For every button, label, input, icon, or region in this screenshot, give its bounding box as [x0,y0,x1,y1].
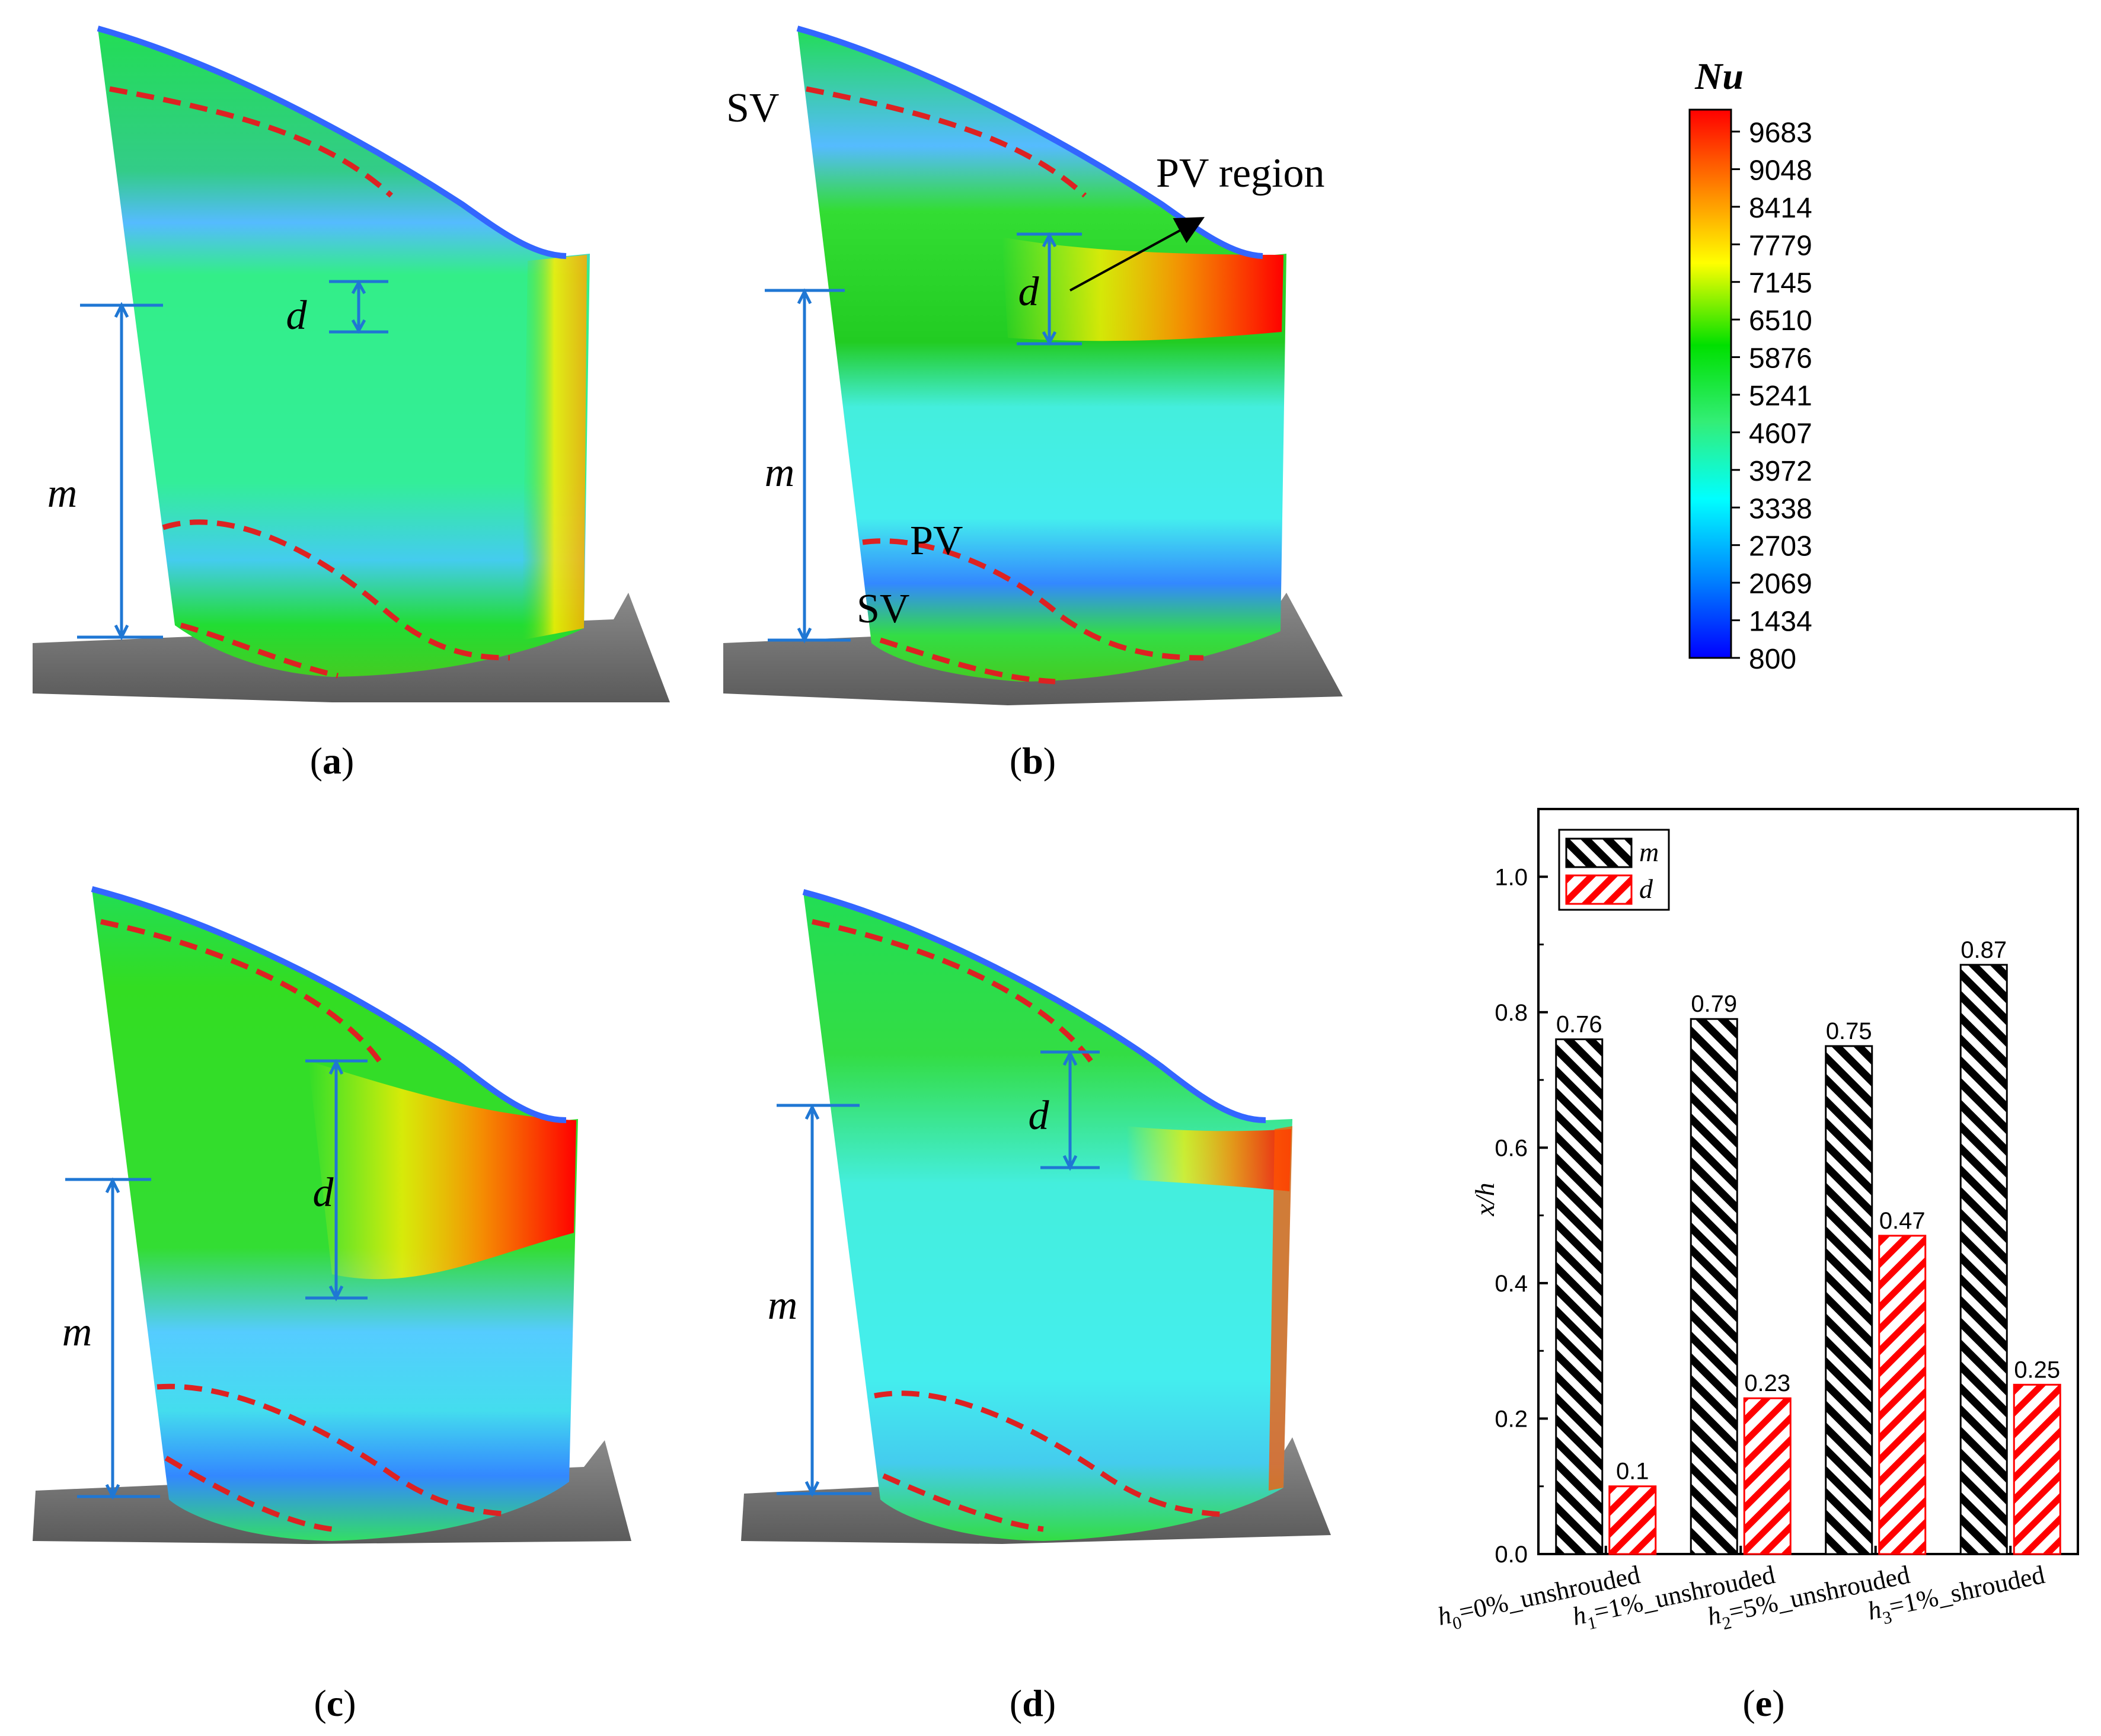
blade-surface [98,28,590,677]
bar-m [1690,1018,1738,1555]
bar-value-label-d: 0.25 [2014,1357,2060,1383]
tip-hot-region [308,1061,576,1280]
panel-a: m d (a) [33,25,670,782]
tip-edge [802,889,1266,1123]
colorbar-tick-label: 6510 [1749,305,1812,337]
y-tick-label: 1.0 [1495,864,1528,890]
separation-line-pv [862,538,1204,661]
panel-label-e: (e) [1742,1682,1784,1724]
separation-line-sv [879,637,1056,685]
panel-d: m d (d) [741,889,1331,1724]
legend: md [1558,829,1670,911]
colorbar-tick-label: 5241 [1749,381,1812,412]
bar-value-label-m: 0.75 [1826,1018,1872,1044]
colorbar-tick-label: 7145 [1749,268,1812,299]
legend-label-d: d [1639,874,1653,904]
separation-line-pv [157,1383,510,1517]
y-tick-label: 0.8 [1495,1000,1528,1026]
y-tick-label: 0.6 [1495,1135,1528,1161]
tip-edge [91,886,567,1123]
y-tick-label: 0.4 [1495,1271,1528,1297]
pv-region-arrow [1069,217,1205,292]
bar-value-label-d: 0.1 [1616,1459,1649,1485]
panel-label-c: (c) [314,1682,356,1724]
panel-label-d: (d) [1010,1682,1056,1724]
separation-line-pv [874,1390,1222,1517]
trailing-edge-hot [1126,1126,1291,1191]
pv-hot-region [1002,237,1283,341]
bar-m [1555,1038,1604,1555]
legend-label-m: m [1639,837,1659,867]
panel-b: m d SV PV SV PV region (b) [723,25,1343,782]
m-label: m [47,471,78,516]
m-label: m [768,1283,798,1328]
colorbar-tick-label: 3338 [1749,493,1812,525]
separation-line-top [806,86,1087,198]
panel-label-b: (b) [1010,740,1056,782]
separation-line-sv [882,1473,1044,1532]
bar-value-label-d: 0.47 [1879,1208,1926,1234]
colorbar-tick-label: 4607 [1749,418,1812,449]
sv-top-label: SV [726,85,779,131]
separation-line-top [812,919,1093,1063]
bar-value-label-m: 0.87 [1960,937,2007,963]
bar-value-label-d: 0.23 [1744,1370,1790,1396]
m-label: m [62,1309,92,1355]
colorbar-tick-label: 5876 [1749,343,1812,375]
pv-label: PV [910,518,963,564]
legend-swatch-m [1565,837,1633,868]
separation-line-pv [162,519,510,661]
d-label: d [313,1170,334,1216]
colorbar-tick-label: 2069 [1749,568,1812,600]
blade-surface [803,892,1292,1541]
bar-d [2013,1383,2061,1555]
colorbar-tick-label: 3972 [1749,456,1812,487]
bar-m [1825,1045,1873,1555]
panel-c: m d (c) [33,886,631,1724]
y-tick-label: 0.2 [1495,1406,1528,1432]
colorbar-tick-label: 2703 [1749,531,1812,562]
bar-chart: 0.00.20.40.60.81.0x/h0.760.1h0=0%_unshro… [1435,808,2079,1633]
separation-line-top [100,919,382,1063]
sv-bottom-label: SV [857,586,909,632]
m-label: m [765,450,795,495]
bar-value-label-m: 0.76 [1556,1012,1602,1038]
colorbar-tick-label: 1434 [1749,606,1812,638]
panel-e: 0.00.20.40.60.81.0x/h0.760.1h0=0%_unshro… [1435,808,2079,1724]
colorbar-tick-label: 9683 [1749,117,1812,149]
blade-surface [797,28,1286,682]
colorbar-title: Nu [1694,55,1744,97]
bar-d [1743,1397,1792,1555]
colorbar-tick-label: 8414 [1749,193,1812,224]
y-axis-label: x/h [1470,1182,1500,1216]
y-tick-label: 0.0 [1495,1542,1528,1568]
d-label: d [1018,269,1040,315]
tip-edge [796,25,1263,259]
bar-d [1608,1485,1657,1555]
colorbar: Nu 9683 9048 8414 7779 7145 6510 5876 5241 4607 3… [1688,55,1812,675]
bar-m [1959,964,2008,1555]
d-label: d [1029,1093,1050,1139]
trailing-edge-strip [1269,1126,1292,1491]
separation-line-top [109,86,394,198]
colorbar-tick-label: 800 [1749,644,1796,675]
colorbar-tick-label: 7779 [1749,230,1812,261]
legend-swatch-d [1565,874,1633,905]
plot-frame [1537,808,2079,1555]
separation-line-sv [180,622,339,679]
pv-region-label: PV region [1156,151,1325,196]
colorbar-scale [1688,108,1732,659]
colorbar-tick-label: 9048 [1749,155,1812,186]
separation-line-sv [164,1456,333,1532]
bar-d [1878,1235,1927,1555]
trailing-edge-hot [522,255,587,640]
bar-value-label-m: 0.79 [1691,991,1737,1017]
d-label: d [286,293,308,338]
panel-label-a: (a) [310,740,355,782]
tip-edge [97,25,567,259]
